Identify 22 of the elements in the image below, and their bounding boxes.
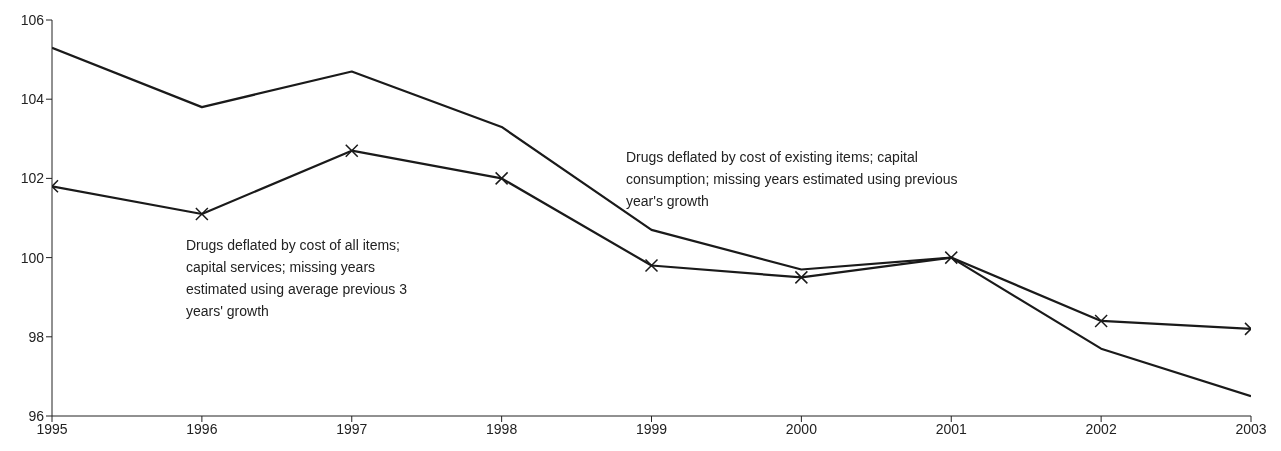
series-label: Drugs deflated by cost of all items; capital services; missing years estimated using average previous 3 years' growth (186, 236, 409, 321)
point (195, 207, 209, 221)
x-tick-label: 2002 (1085, 420, 1117, 437)
x-tick-label: 1997 (336, 420, 368, 437)
point (794, 270, 809, 285)
x-tick-label: 2003 (1235, 420, 1267, 437)
y-tick-label: 102 (20, 170, 45, 187)
point (1094, 314, 1108, 328)
y-tick-label: 104 (20, 91, 45, 108)
point (944, 250, 958, 265)
point (345, 143, 359, 158)
y-tick-label: 100 (20, 249, 45, 266)
x-tick-label: 2000 (785, 420, 818, 437)
x-tick-label: 1996 (186, 420, 218, 437)
x-tick-label: 1998 (486, 420, 518, 437)
series-label: Drugs deflated by cost of existing items; capital consumption; missing years estimated using previous year's growth (626, 148, 959, 211)
point (494, 171, 509, 186)
x-tick-label: 1999 (635, 420, 668, 437)
y-tick-label: 98 (28, 328, 45, 345)
x-tick-label: 2001 (935, 420, 968, 437)
y-tick-label: 106 (20, 11, 45, 28)
point (644, 258, 659, 273)
